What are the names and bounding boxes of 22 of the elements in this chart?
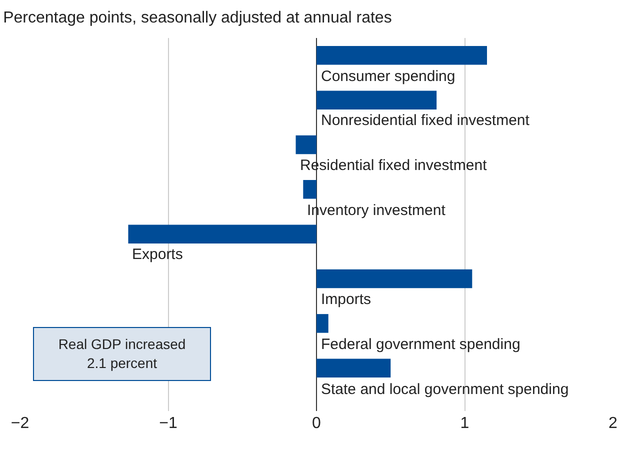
y-tick-label: Imports xyxy=(321,291,372,308)
bar xyxy=(296,135,316,154)
x-tick-label: 2 xyxy=(608,415,618,432)
y-tick-label: Exports xyxy=(132,246,183,263)
y-tick-label: State and local government spending xyxy=(321,381,569,398)
x-tick-label: −2 xyxy=(10,415,30,432)
x-tick-label: −1 xyxy=(159,415,178,432)
bar xyxy=(316,46,487,65)
bar xyxy=(303,180,316,199)
note-box: Real GDP increased 2.1 percent xyxy=(33,327,211,381)
y-tick-label: Federal government spending xyxy=(321,336,520,353)
bar xyxy=(316,269,472,288)
chart-title: Percentage points, seasonally adjusted at annual rates xyxy=(3,9,392,26)
y-tick-label: Consumer spending xyxy=(321,68,456,85)
annotation: Real GDP increased 2.1 percent xyxy=(57,335,187,373)
y-tick-label: Nonresidential fixed investment xyxy=(321,112,530,129)
bar xyxy=(316,358,391,378)
bar xyxy=(316,90,437,110)
x-tick-label: 0 xyxy=(312,415,322,432)
x-tick-label: 1 xyxy=(460,415,470,432)
bar xyxy=(128,224,316,244)
bar xyxy=(316,314,328,333)
